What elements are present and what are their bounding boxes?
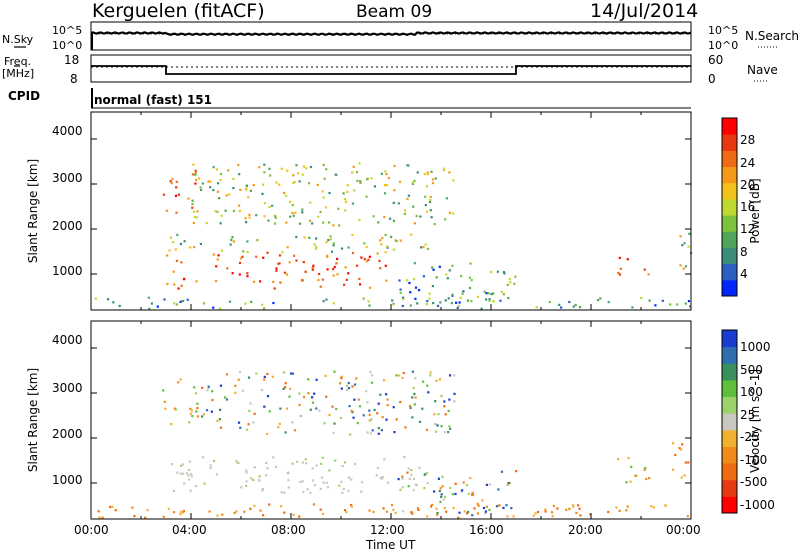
- p1-ytick-3000: 3000: [52, 171, 83, 185]
- freq-strip-frame: [90, 54, 692, 83]
- power-colorbar-segment: [722, 166, 737, 184]
- nsky-hi-tick: 10^5: [52, 24, 83, 37]
- nsky-strip-frame: [90, 21, 692, 51]
- power-colorbar-tick: 20: [740, 177, 756, 192]
- nsky-lo-tick: 10^0: [52, 39, 83, 52]
- velocity-colorbar-segment: [722, 363, 737, 381]
- p1-ytick-2000: 2000: [52, 219, 83, 233]
- velocity-colorbar-tick: -500: [740, 475, 768, 489]
- cpid-label: CPID: [8, 89, 41, 103]
- power-plot-bg: [91, 112, 691, 310]
- xtick-6: 00:00: [666, 523, 701, 537]
- p2-ytick-3000: 3000: [52, 381, 83, 395]
- velocity-colorbar-segment: [722, 413, 737, 431]
- nsearch-label: N.Search: [745, 29, 800, 43]
- velocity-colorbar-segment: [722, 330, 737, 348]
- p2-ytick-2000: 2000: [52, 427, 83, 441]
- velocity-colorbar-segment: [722, 429, 737, 447]
- velocity-colorbar-tick: -100: [740, 452, 768, 467]
- power-colorbar-tick: 16: [740, 200, 756, 214]
- p1-ytick-4000: 4000: [52, 124, 83, 138]
- velocity-colorbar-tick: 100: [740, 385, 763, 399]
- velocity-plot-bg: [91, 321, 691, 519]
- freq-unit: [MHz]: [2, 67, 35, 80]
- p1-ytick-1000: 1000: [52, 264, 83, 278]
- nave-label: Nave: [747, 63, 778, 77]
- velocity-colorbar-frame: [721, 329, 738, 514]
- power-colorbar-segment: [722, 134, 737, 151]
- nave-hi-tick: 60: [708, 53, 724, 67]
- xtick-2: 08:00: [271, 523, 306, 537]
- velocity-colorbar-tick: -1000: [740, 497, 775, 512]
- velocity-colorbar-segment: [722, 346, 737, 364]
- beam-label: Beam 09: [356, 2, 433, 22]
- power-colorbar-segment: [722, 182, 737, 200]
- power-colorbar-segment: [722, 215, 737, 232]
- power-colorbar-segment: [722, 198, 737, 216]
- power-colorbar-segment: [722, 150, 737, 168]
- power-colorbar-tick: 8: [740, 244, 748, 259]
- xtick-0: 00:00: [74, 523, 109, 537]
- freq-hi-tick: 18: [64, 53, 80, 67]
- power-colorbar-tick: 12: [740, 222, 756, 237]
- velocity-colorbar-tick: 1000: [740, 340, 771, 354]
- velocity-colorbar-tick: -25: [740, 430, 760, 444]
- power-colorbar-segment: [722, 118, 737, 135]
- power-colorbar-frame: [721, 117, 738, 297]
- p2-ytick-1000: 1000: [52, 473, 83, 487]
- velocity-scatter-cells: [97, 370, 690, 519]
- velocity-colorbar-segment: [722, 479, 737, 497]
- xtick-5: 20:00: [568, 523, 603, 537]
- velocity-colorbar-tick: 500: [740, 362, 763, 377]
- power-colorbar-tick: 4: [740, 266, 748, 281]
- velocity-colorbar-segment: [722, 379, 737, 398]
- power-colorbar-segment: [722, 263, 737, 281]
- power-colorbar-segment: [722, 279, 737, 297]
- xtick-3: 12:00: [370, 523, 405, 537]
- velocity-colorbar-segment: [722, 463, 737, 481]
- power-colorbar-tick: 24: [740, 155, 756, 170]
- xtick-1: 04:00: [172, 523, 207, 537]
- xlabel: Time UT: [366, 538, 416, 552]
- velocity-colorbar-segment: [722, 446, 737, 464]
- nsearch-lo-tick: 10^0: [708, 39, 739, 52]
- power-colorbar-segment: [722, 231, 737, 248]
- xtick-4: 16:00: [469, 523, 504, 537]
- station-title: Kerguelen (fitACF): [92, 0, 265, 22]
- freq-label: Freq.: [4, 55, 32, 68]
- nave-lo-tick: 0: [708, 72, 716, 86]
- power-colorbar-segment: [722, 247, 737, 265]
- cpid-value: normal (fast) 151: [94, 93, 212, 107]
- velocity-colorbar-segment: [722, 396, 737, 414]
- power-colorbar-tick: 28: [740, 133, 756, 148]
- velocity-colorbar-segment: [722, 496, 737, 514]
- date-label: 14/Jul/2014: [590, 0, 699, 22]
- nsearch-hi-tick: 10^5: [708, 24, 739, 37]
- p2-ytick-4000: 4000: [52, 333, 83, 347]
- power-scatter-cells: [94, 162, 693, 310]
- nsky-label: N.Sky: [2, 33, 34, 46]
- freq-lo-tick: 8: [70, 72, 78, 86]
- freq-line: [91, 65, 691, 75]
- velocity-colorbar-tick: 25: [740, 407, 756, 422]
